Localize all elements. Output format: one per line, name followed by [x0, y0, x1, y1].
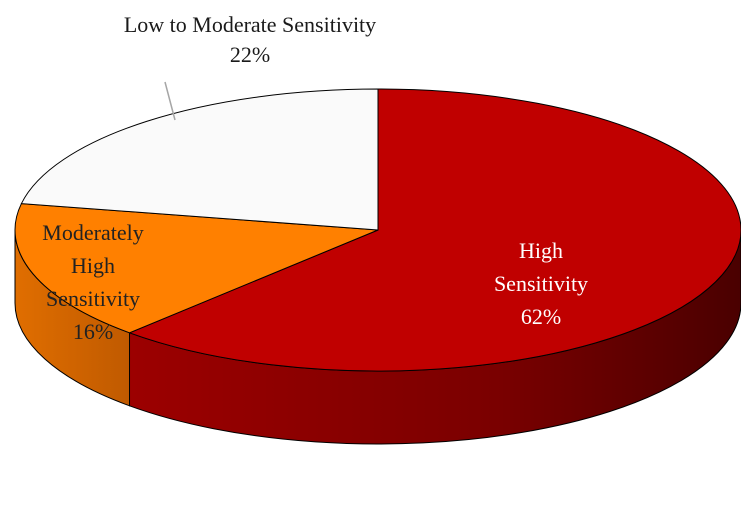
slice-label-1: Moderately High Sensitivity 16% — [42, 220, 143, 344]
pie-slice-2 — [20, 88, 379, 231]
pie-slice-1 — [14, 203, 379, 334]
slice-percent-1: 16% — [73, 319, 113, 344]
slice-percent-2: 22% — [230, 42, 270, 67]
slice-label-line-0-1: Sensitivity — [494, 271, 588, 296]
slice-label-line-1-2: Sensitivity — [46, 286, 140, 311]
leader-line — [164, 81, 176, 121]
slice-label-line-2-0: Low to Moderate Sensitivity — [124, 12, 376, 37]
slice-label-line-0-0: High — [519, 238, 563, 263]
slice-label-line-1-1: High — [71, 253, 115, 278]
pie-slice-0 — [128, 88, 741, 372]
slice-label-line-1-0: Moderately — [42, 220, 143, 245]
slice-label-0: High Sensitivity 62% — [494, 238, 588, 329]
slice-label-2: Low to Moderate Sensitivity 22% — [124, 12, 376, 67]
slice-percent-0: 62% — [521, 304, 561, 329]
